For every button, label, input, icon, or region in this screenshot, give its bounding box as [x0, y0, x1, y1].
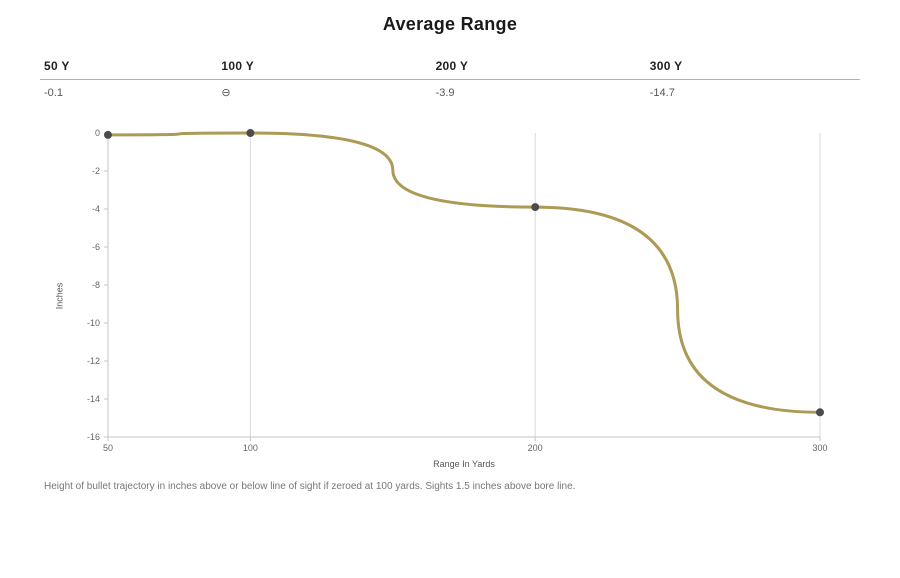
range-summary-table: 50 Y 100 Y 200 Y 300 Y -0.1 ⊖ -3.9 -14.7	[40, 53, 860, 113]
col-header-100y: 100 Y	[217, 53, 431, 80]
cell-50y: -0.1	[40, 80, 217, 114]
y-axis-label: Inches	[54, 283, 64, 310]
y-tick-label: -10	[87, 318, 100, 328]
col-header-300y: 300 Y	[646, 53, 860, 80]
trajectory-chart: Inches 0 -2 -4 -6 -8 -10 -12 -14 -1650 100 200 300 R…	[40, 121, 860, 471]
data-point	[105, 131, 112, 138]
x-tick-label: 50	[103, 443, 113, 453]
y-tick-label: -16	[87, 432, 100, 442]
y-tick-label: -2	[92, 166, 100, 176]
y-tick-label: -12	[87, 356, 100, 366]
cell-300y: -14.7	[646, 80, 860, 114]
x-tick-label: 300	[812, 443, 827, 453]
data-point	[247, 130, 254, 137]
data-point	[817, 409, 824, 416]
col-header-50y: 50 Y	[40, 53, 217, 80]
x-tick-label: 100	[243, 443, 258, 453]
cell-100y: ⊖	[217, 80, 431, 114]
x-tick-label: 200	[528, 443, 543, 453]
data-point	[532, 204, 539, 211]
x-axis-label: Range In Yards	[433, 459, 495, 469]
chart-footnote: Height of bullet trajectory in inches ab…	[40, 481, 860, 492]
col-header-200y: 200 Y	[432, 53, 646, 80]
y-tick-label: -6	[92, 242, 100, 252]
cell-200y: -3.9	[432, 80, 646, 114]
y-tick-label: -4	[92, 204, 100, 214]
y-tick-label: -14	[87, 394, 100, 404]
y-tick-label: 0	[95, 128, 100, 138]
trajectory-line	[108, 133, 820, 412]
chart-canvas: 0 -2 -4 -6 -8 -10 -12 -14 -1650 100 200 300 Range In…	[68, 121, 828, 471]
y-tick-label: -8	[92, 280, 100, 290]
page-title: Average Range	[40, 14, 860, 35]
